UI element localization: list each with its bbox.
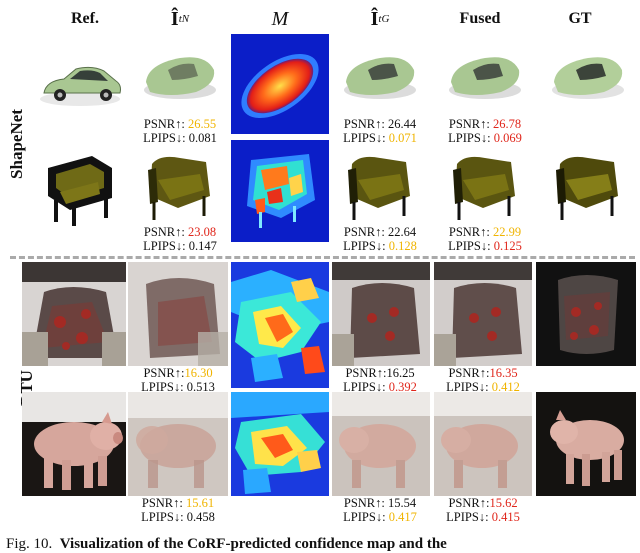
chair-geo-image [348,156,410,220]
pig-novel-metrics: PSNR↑: 15.61 LPIPS↓: 0.458 [141,496,215,524]
header-gt: GT [568,10,592,27]
car-fused-metrics: PSNR↑: 26.78 LPIPS↓: 0.069 [448,117,522,145]
cup-geo-metrics: PSNR↑:16.25 LPIPS↓: 0.392 [343,366,417,394]
car-ref-image [40,66,121,106]
cup-gt-image [536,262,636,366]
car-confidence-map [231,34,329,134]
chair-fused-metrics: PSNR↑: 22.99 LPIPS↓: 0.125 [448,225,522,253]
pig-gt-image [536,392,636,496]
header-ref: Ref. [71,10,99,27]
section-separator [10,256,635,259]
pig-geo-metrics: PSNR↑: 15.54 LPIPS↓: 0.417 [343,496,417,524]
pig-novel-image [128,392,228,496]
chair-novel-image [148,156,210,220]
pig-ref-image [22,392,126,496]
car-geo-metrics: PSNR↑: 26.44 LPIPS↓: 0.071 [343,117,417,145]
row-label-shapenet: ShapeNet [7,109,26,179]
car-novel-image [144,57,216,99]
car-geo-image [344,57,416,99]
cup-fused-image [434,262,532,366]
pig-fused-metrics: PSNR↑:15.62 LPIPS↓: 0.415 [446,496,520,524]
car-gt-image [552,57,624,99]
figure-caption: Fig. 10. Visualization of the CoRF-predi… [6,536,447,552]
header-mask: M [271,7,289,30]
chair-ref-image [48,156,112,226]
cup-geo-image [332,262,430,366]
cup-novel-image [128,262,228,366]
chair-fused-image [453,156,515,220]
pig-confidence-map [231,392,329,496]
car-novel-metrics: PSNR↑: 26.55 LPIPS↓: 0.081 [143,117,217,145]
cup-ref-image [22,262,126,366]
chair-gt-image [556,156,618,220]
header-fused: Fused [459,10,501,27]
cup-confidence-map [231,262,329,388]
chair-novel-metrics: PSNR↑: 23.08 LPIPS↓: 0.147 [143,225,217,253]
chair-geo-metrics: PSNR↑: 22.64 LPIPS↓: 0.128 [343,225,417,253]
cup-novel-metrics: PSNR↑:16.30 LPIPS↓: 0.513 [141,366,215,394]
pig-fused-image [434,392,532,496]
chair-confidence-map [231,140,329,242]
cup-fused-metrics: PSNR↑:16.35 LPIPS↓: 0.412 [446,366,520,394]
pig-geo-image [332,392,430,496]
car-fused-image [449,57,521,99]
